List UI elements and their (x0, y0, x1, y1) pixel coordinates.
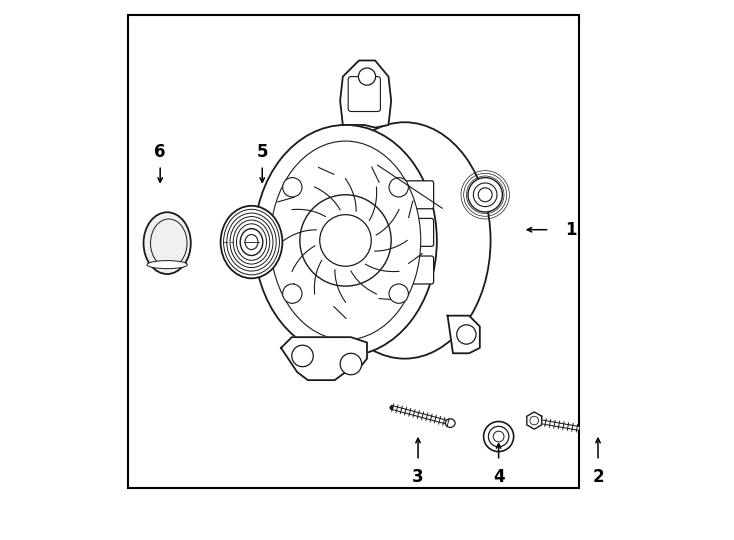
FancyBboxPatch shape (348, 77, 380, 112)
Ellipse shape (144, 212, 191, 274)
Circle shape (292, 345, 313, 367)
FancyBboxPatch shape (402, 218, 434, 246)
Ellipse shape (150, 219, 187, 267)
Text: 4: 4 (493, 468, 504, 486)
Polygon shape (448, 316, 480, 353)
Ellipse shape (270, 141, 421, 340)
Ellipse shape (227, 213, 276, 271)
Text: 2: 2 (592, 468, 604, 486)
Ellipse shape (240, 228, 263, 255)
Circle shape (340, 353, 362, 375)
Text: 3: 3 (413, 468, 424, 486)
Bar (128, 15, 579, 488)
Text: 1: 1 (565, 221, 577, 239)
Ellipse shape (221, 206, 283, 278)
FancyBboxPatch shape (402, 256, 434, 284)
Circle shape (488, 427, 509, 447)
Text: 5: 5 (256, 143, 268, 161)
Circle shape (283, 284, 302, 303)
FancyBboxPatch shape (402, 181, 434, 209)
Circle shape (389, 178, 408, 197)
Circle shape (484, 422, 514, 451)
Circle shape (320, 215, 371, 266)
Ellipse shape (147, 261, 187, 269)
Ellipse shape (224, 210, 280, 275)
FancyBboxPatch shape (348, 208, 383, 240)
Circle shape (493, 431, 504, 442)
Circle shape (283, 178, 302, 197)
FancyBboxPatch shape (348, 246, 383, 278)
Circle shape (479, 188, 493, 202)
Circle shape (358, 68, 376, 85)
Ellipse shape (236, 224, 266, 260)
FancyBboxPatch shape (348, 171, 383, 203)
Ellipse shape (446, 419, 455, 427)
Ellipse shape (245, 234, 258, 249)
Polygon shape (281, 337, 367, 380)
Circle shape (389, 284, 408, 303)
Circle shape (300, 195, 391, 286)
Circle shape (457, 325, 476, 344)
Ellipse shape (254, 125, 437, 356)
Ellipse shape (233, 220, 270, 264)
Text: 6: 6 (154, 143, 166, 161)
FancyBboxPatch shape (348, 284, 383, 316)
Polygon shape (527, 412, 542, 429)
Polygon shape (340, 60, 391, 127)
Circle shape (468, 178, 502, 212)
Circle shape (473, 183, 497, 207)
Ellipse shape (230, 217, 273, 268)
Ellipse shape (319, 122, 490, 359)
Circle shape (530, 416, 539, 425)
